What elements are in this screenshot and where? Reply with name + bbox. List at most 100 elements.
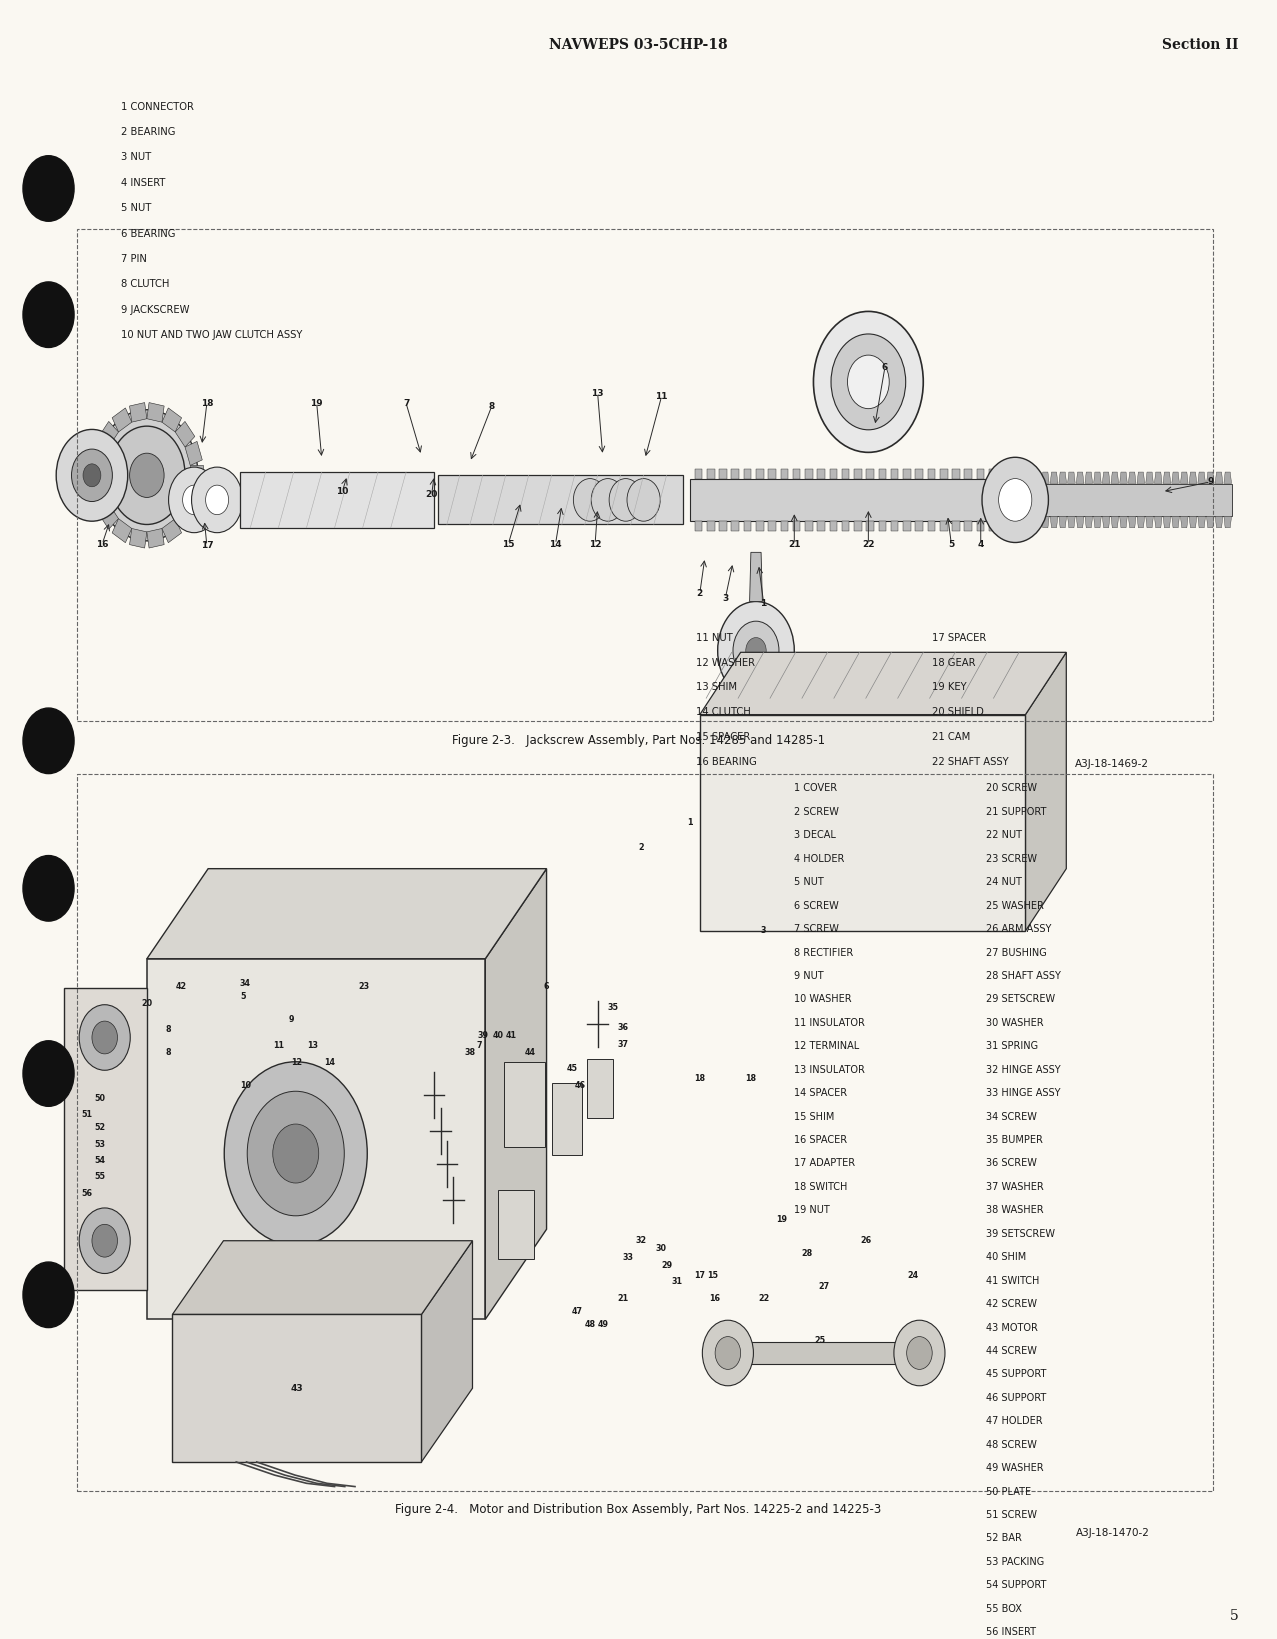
Circle shape xyxy=(702,1321,753,1385)
Circle shape xyxy=(848,356,889,408)
Text: 11 INSULATOR: 11 INSULATOR xyxy=(794,1018,866,1028)
Text: 8: 8 xyxy=(166,1047,171,1057)
Polygon shape xyxy=(1163,472,1171,484)
Text: 45: 45 xyxy=(567,1064,577,1074)
Text: 17 SPACER: 17 SPACER xyxy=(932,633,986,642)
Circle shape xyxy=(79,1208,130,1274)
Circle shape xyxy=(183,485,206,515)
Text: 22: 22 xyxy=(862,539,875,549)
Polygon shape xyxy=(842,521,849,531)
Polygon shape xyxy=(964,521,972,531)
Text: 35: 35 xyxy=(608,1003,618,1013)
Polygon shape xyxy=(780,469,788,479)
Text: Figure 2-4.   Motor and Distribution Box Assembly, Part Nos. 14225-2 and 14225-3: Figure 2-4. Motor and Distribution Box A… xyxy=(396,1503,881,1516)
Text: 13: 13 xyxy=(591,388,604,398)
Text: 38: 38 xyxy=(465,1047,475,1057)
Text: 48 SCREW: 48 SCREW xyxy=(986,1439,1037,1451)
Text: 42: 42 xyxy=(176,982,186,992)
Polygon shape xyxy=(817,521,825,531)
Text: 15: 15 xyxy=(502,539,515,549)
Text: 55 BOX: 55 BOX xyxy=(986,1603,1022,1614)
Text: 9: 9 xyxy=(1208,477,1213,487)
Text: 24: 24 xyxy=(908,1270,918,1280)
Polygon shape xyxy=(185,485,202,510)
Polygon shape xyxy=(953,521,960,531)
Text: 25 WASHER: 25 WASHER xyxy=(986,901,1043,911)
Text: 52 BAR: 52 BAR xyxy=(986,1534,1022,1544)
Polygon shape xyxy=(1068,472,1075,484)
Circle shape xyxy=(169,467,220,533)
Polygon shape xyxy=(927,469,935,479)
Polygon shape xyxy=(964,469,972,479)
Text: 5: 5 xyxy=(240,992,245,1001)
Polygon shape xyxy=(842,469,849,479)
Text: 11 NUT: 11 NUT xyxy=(696,633,733,642)
Bar xyxy=(715,1342,932,1364)
Text: 27 BUSHING: 27 BUSHING xyxy=(986,947,1047,957)
Bar xyxy=(700,715,1025,931)
Polygon shape xyxy=(1180,516,1188,528)
Text: 9 JACKSCREW: 9 JACKSCREW xyxy=(121,305,190,315)
Text: 55: 55 xyxy=(94,1172,105,1182)
Text: 51: 51 xyxy=(82,1110,92,1119)
Text: 31: 31 xyxy=(672,1277,682,1287)
Text: 30: 30 xyxy=(656,1244,667,1254)
Text: 14: 14 xyxy=(324,1057,335,1067)
Text: 29 SETSCREW: 29 SETSCREW xyxy=(986,995,1055,1005)
Text: 6 SCREW: 6 SCREW xyxy=(794,901,839,911)
Polygon shape xyxy=(854,521,862,531)
Text: 29: 29 xyxy=(661,1260,672,1270)
Circle shape xyxy=(92,1224,117,1257)
Text: 16: 16 xyxy=(96,539,109,549)
Polygon shape xyxy=(1129,516,1137,528)
Polygon shape xyxy=(421,1241,472,1462)
Polygon shape xyxy=(1172,516,1180,528)
Text: 32 HINGE ASSY: 32 HINGE ASSY xyxy=(986,1065,1060,1075)
Circle shape xyxy=(718,602,794,700)
Text: 56: 56 xyxy=(82,1188,92,1198)
Polygon shape xyxy=(793,469,801,479)
Text: 11: 11 xyxy=(273,1041,283,1051)
Text: 4 INSERT: 4 INSERT xyxy=(121,179,166,188)
Text: 23: 23 xyxy=(359,982,369,992)
Polygon shape xyxy=(1059,516,1066,528)
Polygon shape xyxy=(1198,516,1205,528)
Polygon shape xyxy=(1216,472,1223,484)
Text: 18 GEAR: 18 GEAR xyxy=(932,657,976,667)
Bar xyxy=(77,229,1213,721)
Circle shape xyxy=(79,1005,130,1070)
Text: 38 WASHER: 38 WASHER xyxy=(986,1205,1043,1216)
Polygon shape xyxy=(1102,472,1110,484)
Circle shape xyxy=(982,457,1048,543)
Polygon shape xyxy=(485,869,547,1319)
Text: 46 SUPPORT: 46 SUPPORT xyxy=(986,1393,1046,1403)
Text: 10 WASHER: 10 WASHER xyxy=(794,995,852,1005)
Text: 17: 17 xyxy=(200,541,213,551)
Polygon shape xyxy=(1137,472,1144,484)
Text: 7: 7 xyxy=(476,1041,481,1051)
Polygon shape xyxy=(1050,472,1057,484)
Text: 9 NUT: 9 NUT xyxy=(794,970,824,982)
Polygon shape xyxy=(175,421,195,447)
Text: 10: 10 xyxy=(240,1080,250,1090)
Polygon shape xyxy=(977,469,985,479)
Circle shape xyxy=(894,1321,945,1385)
Text: 2: 2 xyxy=(697,588,702,598)
Polygon shape xyxy=(769,469,776,479)
Text: 54 SUPPORT: 54 SUPPORT xyxy=(986,1580,1046,1590)
Text: 6: 6 xyxy=(882,362,888,372)
Circle shape xyxy=(225,1062,368,1246)
Circle shape xyxy=(715,1336,741,1369)
Text: 48: 48 xyxy=(585,1319,595,1329)
Text: 18: 18 xyxy=(200,398,213,408)
Text: 2 BEARING: 2 BEARING xyxy=(121,128,176,138)
Polygon shape xyxy=(1077,472,1084,484)
Text: Figure 2-3.   Jackscrew Assembly, Part Nos. 14285 and 14285-1: Figure 2-3. Jackscrew Assembly, Part Nos… xyxy=(452,734,825,747)
Polygon shape xyxy=(1189,472,1197,484)
Text: 56 INSERT: 56 INSERT xyxy=(986,1628,1036,1637)
Text: 40 SHIM: 40 SHIM xyxy=(986,1252,1027,1262)
Text: 16: 16 xyxy=(710,1293,720,1303)
Text: 54: 54 xyxy=(94,1155,105,1165)
Polygon shape xyxy=(830,521,838,531)
Text: 26 ARM ASSY: 26 ARM ASSY xyxy=(986,924,1051,934)
